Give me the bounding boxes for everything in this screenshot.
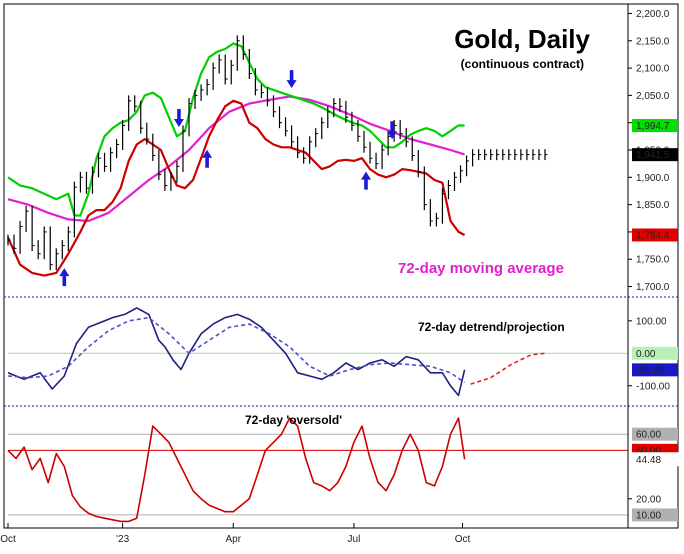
y-tick-label: 2,050.0 (636, 91, 670, 102)
series-smoothed (7, 316, 466, 384)
up-arrow-icon (361, 171, 372, 190)
y-tick-label: 2,100.0 (636, 64, 670, 75)
last-value-badge: 1,794.4 (632, 228, 678, 242)
badge-layer: 1,994.7 1,941.5 1,794.4 0.00 -50.95 60.00 50.0… (631, 119, 679, 522)
price-bars (7, 35, 548, 271)
last-value-badge: 10.00 (632, 508, 678, 522)
up-arrow-icon (202, 149, 213, 168)
series-projection (470, 352, 546, 385)
badge-text: 0.00 (636, 349, 656, 360)
down-arrow-icon (286, 70, 297, 89)
x-tick-label: Oct (455, 534, 471, 545)
x-tick-label: Jul (348, 534, 361, 545)
x-tick-label: '23 (116, 534, 129, 545)
y-tick-label: 1,850.0 (636, 200, 670, 211)
up-arrow-icon (59, 268, 70, 287)
panels-frame (3, 3, 679, 529)
detrend-label: 72-day detrend/projection (418, 320, 565, 334)
last-value-badge: 44.48 (631, 452, 679, 467)
y-tick-label: 2,150.0 (636, 36, 670, 47)
grid-layer (4, 296, 678, 516)
series-layer (6, 42, 546, 523)
series-detrend (7, 307, 466, 397)
last-value-badge: 1,941.5 (632, 148, 678, 162)
last-value-badge: 1,994.7 (632, 119, 678, 132)
y-tick-label: 1,700.0 (636, 282, 670, 293)
badge-text: 44.48 (636, 455, 661, 466)
y-tick-label: -100.00 (636, 381, 670, 392)
down-arrow-icon (387, 121, 398, 140)
badge-text: 1,941.5 (636, 150, 670, 161)
last-value-badge: -50.95 (632, 363, 678, 377)
series-lower-band (6, 99, 466, 277)
badge-text: 60.00 (636, 430, 661, 441)
x-tick-label: Apr (225, 534, 241, 545)
badge-text: 10.00 (636, 510, 661, 521)
series-72-day-moving-average (7, 95, 465, 223)
y-tick-label: 1,900.0 (636, 173, 670, 184)
last-value-badge: 60.00 (632, 427, 678, 441)
badge-text: 50.00 (636, 446, 661, 457)
badge-text: 1,994.7 (636, 121, 670, 132)
axis-layer: 2,200.02,150.02,100.02,050.02,000.01,950… (0, 4, 670, 545)
chart-subtitle: (continuous contract) (461, 57, 584, 71)
oversold-label: 72-day 'oversold' (245, 413, 342, 427)
badge-text: 1,794.4 (636, 230, 670, 241)
y-tick-label: 1,750.0 (636, 255, 670, 266)
last-value-badge: 0.00 (632, 346, 678, 360)
x-tick-label: Oct (0, 534, 16, 545)
arrows-layer (59, 70, 398, 287)
chart-title: Gold, Daily (454, 24, 590, 54)
badge-text: -50.95 (636, 365, 665, 376)
y-tick-label: 2,200.0 (636, 9, 670, 20)
moving-average-label: 72-day moving average (398, 260, 564, 277)
series-oversold (7, 417, 466, 523)
series-upper-band (7, 42, 465, 217)
down-arrow-icon (173, 108, 184, 127)
y-tick-label: 20.00 (636, 494, 661, 505)
y-tick-label: 100.00 (636, 316, 667, 327)
